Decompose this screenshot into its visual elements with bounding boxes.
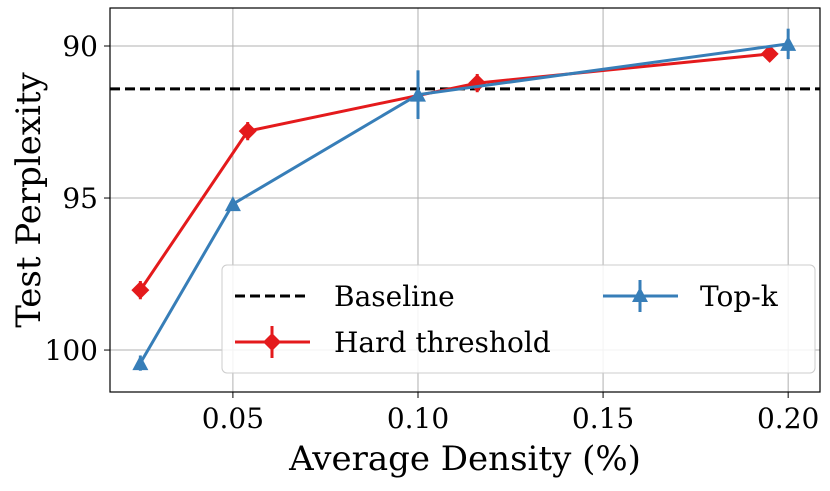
legend: Baseline Hard threshold Top-k — [221, 264, 816, 374]
x-tick-label: 0.10 — [387, 402, 449, 435]
data-point-triangle — [132, 355, 149, 371]
y-axis-label: Test Perplexity — [9, 71, 49, 327]
data-point-diamond — [238, 122, 257, 141]
x-tick-label: 0.20 — [757, 402, 819, 435]
data-point-triangle — [224, 196, 241, 212]
x-tick-label: 0.15 — [572, 402, 634, 435]
x-tick-label: 0.05 — [202, 402, 264, 435]
legend-hard-threshold-label: Hard threshold — [334, 326, 551, 359]
data-point-diamond — [760, 44, 779, 63]
data-point-triangle — [780, 35, 797, 51]
y-tick-label: 95 — [62, 182, 98, 215]
legend-topk-marker — [632, 287, 648, 302]
legend-box — [221, 264, 816, 374]
x-axis-label: Average Density (%) — [288, 439, 641, 479]
data-point-diamond — [131, 281, 150, 300]
legend-hard-threshold-marker — [263, 333, 281, 351]
y-tick-label: 90 — [62, 30, 98, 63]
series-line-topk — [139, 42, 789, 364]
series-line-hard-threshold — [139, 52, 770, 291]
y-tick-label: 100 — [45, 334, 98, 367]
legend-baseline-label: Baseline — [334, 280, 455, 313]
data-point-triangle — [409, 86, 426, 102]
legend-topk-label: Top-k — [700, 280, 779, 313]
plot-frame — [109, 7, 821, 393]
